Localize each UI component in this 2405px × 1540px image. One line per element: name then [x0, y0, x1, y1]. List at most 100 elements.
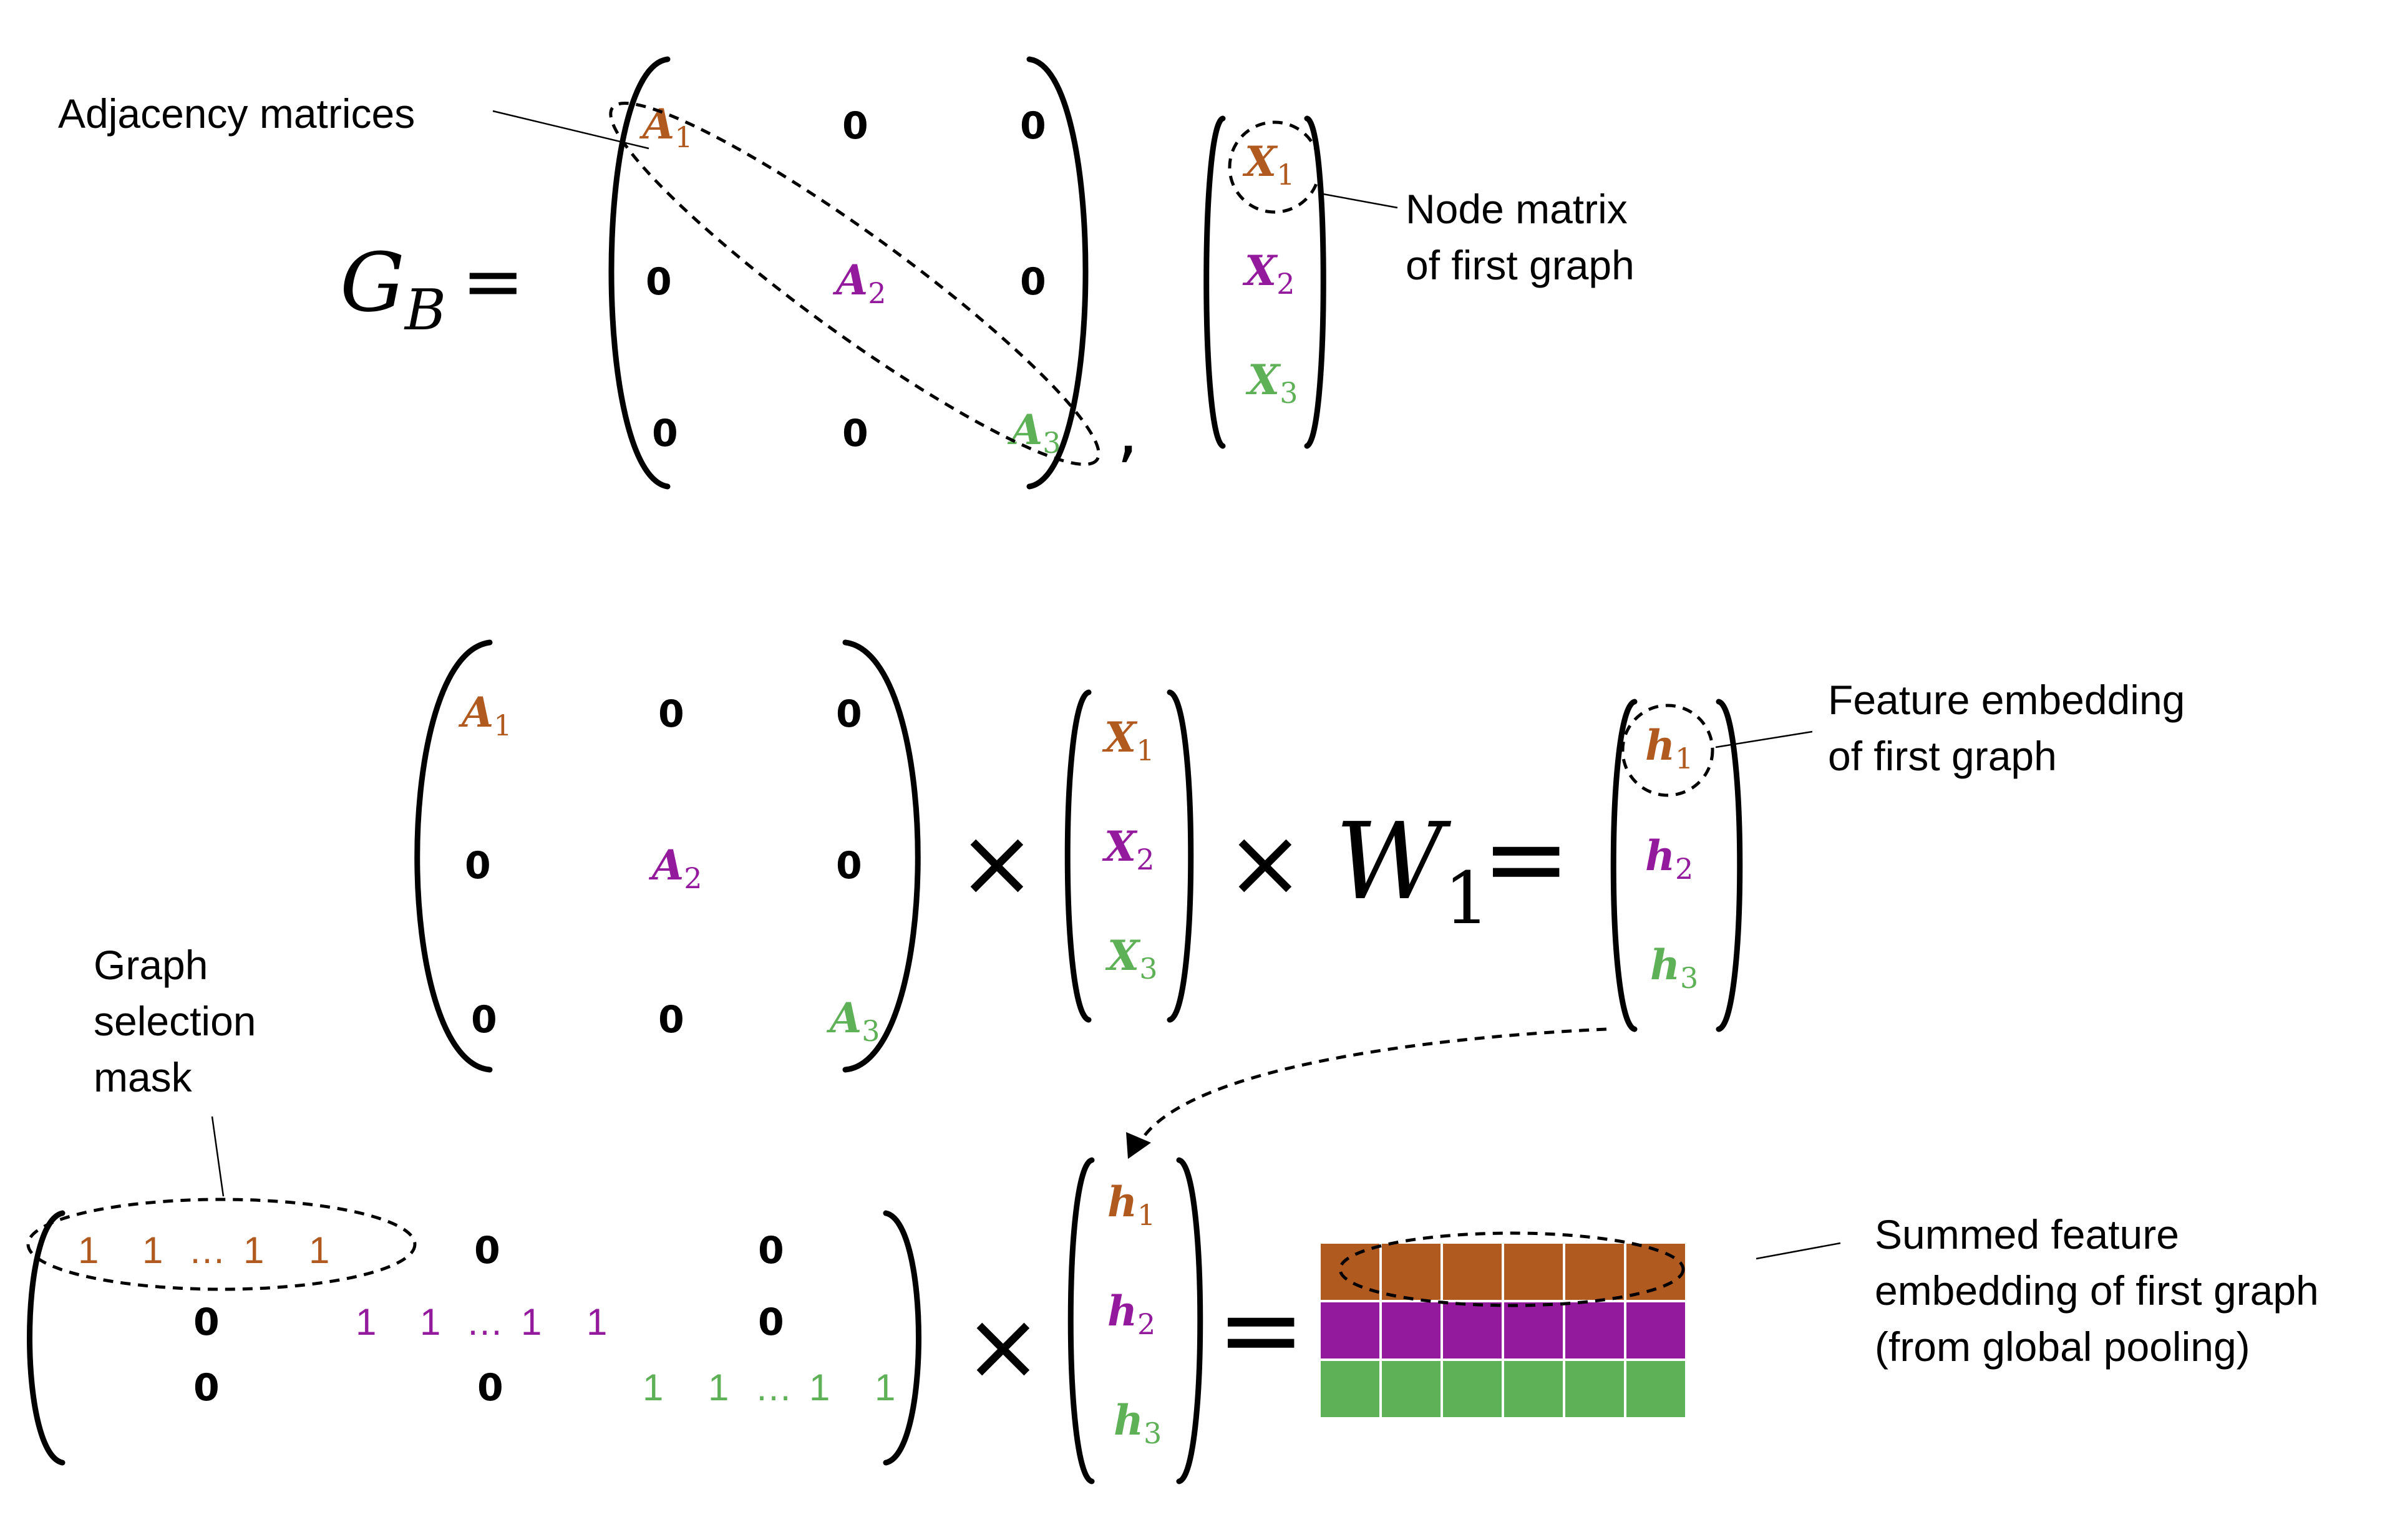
zero-entry: 0 — [658, 998, 684, 1042]
right-bracket — [1716, 699, 1743, 1032]
zero-entry: 0 — [658, 692, 684, 736]
selection-mask-leader-line — [211, 1116, 225, 1197]
selection-mask-label-line2: selection — [94, 998, 256, 1044]
selection-mask-label-line3: mask — [94, 1054, 193, 1100]
a1-entry: A1 — [639, 100, 693, 154]
summed-embedding-leader-line — [1756, 1242, 1841, 1260]
a2-entry: A2 — [832, 256, 887, 310]
mask-entry: 1 — [142, 1229, 163, 1271]
mask-entry: 1 — [586, 1301, 607, 1343]
zero-entry: 0 — [842, 412, 868, 455]
feature-embedding-leader-line — [1715, 730, 1813, 748]
block-adjacency-matrix: A1 0 0 0 A2 0 0 0 A3 — [608, 56, 1100, 490]
right-bracket — [883, 1210, 921, 1466]
summed-embedding-label-line2: embedding of first graph — [1875, 1267, 2319, 1314]
comma: , — [1117, 390, 1139, 470]
mask-entry: … — [755, 1367, 792, 1408]
left-bracket — [1064, 689, 1092, 1023]
zero-entry: 0 — [836, 844, 862, 888]
x3-entry: X3 — [1245, 356, 1298, 410]
diagonal-highlight-ellipse — [609, 102, 1100, 466]
mask-entry: 1 — [875, 1367, 895, 1408]
pooled-embedding-cell — [1502, 1241, 1565, 1302]
pooled-embedding-cell — [1318, 1358, 1382, 1420]
pooled-embedding-cell — [1563, 1241, 1626, 1302]
pooled-embedding-cell — [1379, 1300, 1443, 1361]
h1-entry: h1 — [1107, 1178, 1155, 1232]
mask-entry: 1 — [243, 1229, 264, 1271]
a2-entry: A2 — [648, 841, 702, 895]
right-bracket — [1176, 1157, 1203, 1484]
pooled-embedding-cell — [1379, 1358, 1443, 1420]
h1-entry: h1 — [1645, 721, 1693, 775]
x1-entry: X1 — [1102, 713, 1155, 767]
zero-entry: 0 — [758, 1300, 784, 1344]
pooled-embedding-cell — [1502, 1300, 1565, 1361]
multiply-sign: × — [964, 1292, 1042, 1401]
node-matrix-leader-line — [1319, 192, 1398, 209]
mask-entry: … — [188, 1229, 226, 1271]
node-feature-vector: X1 X2 X3 — [1064, 689, 1194, 1023]
x2-entry: X2 — [1102, 822, 1155, 876]
global-pooling-equation: 1 1 … 1 1 0 0 0 1 1 … 1 1 0 0 0 1 1 … — [26, 942, 2319, 1484]
left-bracket — [608, 56, 671, 490]
mask-entry: 1 — [643, 1367, 663, 1408]
arrow-head — [1126, 1132, 1151, 1159]
mask-row-third-graph: 1 1 … 1 1 — [643, 1367, 895, 1408]
summed-embedding-label-line1: Summed feature — [1875, 1211, 2179, 1257]
mask-entry: 1 — [708, 1367, 729, 1408]
h3-entry: h3 — [1114, 1396, 1162, 1450]
pooled-embedding-cell — [1563, 1358, 1626, 1420]
zero-entry: 0 — [471, 998, 497, 1042]
feature-embedding-label-line1: Feature embedding — [1828, 677, 2185, 723]
pooled-embedding-cell — [1624, 1358, 1688, 1420]
mask-entry: 1 — [78, 1229, 99, 1271]
right-bracket — [1167, 689, 1194, 1023]
feature-embedding-vector: h1 h2 h3 — [1610, 699, 1743, 1032]
pooled-embedding-cell — [1318, 1300, 1382, 1361]
multiply-sign: × — [958, 809, 1036, 918]
h2-entry: h2 — [1645, 831, 1693, 886]
zero-entry: 0 — [652, 412, 678, 455]
mask-entry: 1 — [356, 1301, 376, 1343]
zero-entry: 0 — [474, 1229, 500, 1272]
zero-entry: 0 — [193, 1300, 220, 1344]
block-adjacency-matrix: A1 0 0 0 A2 0 0 0 A3 — [414, 639, 921, 1073]
pooled-embedding-grid — [1318, 1241, 1688, 1420]
x1-entry: X1 — [1242, 137, 1295, 191]
left-bracket — [1203, 115, 1226, 449]
pooled-embedding-cell — [1563, 1300, 1626, 1361]
batched-graph-equation: GB = A1 0 0 0 A2 0 0 0 A3 , X1 X2 X3 — [58, 56, 1635, 490]
weight-matrix-w1: W1 — [1335, 800, 1490, 941]
first-graph-pooled-highlight — [1338, 1231, 1685, 1307]
h3-entry: h3 — [1650, 941, 1698, 995]
mask-entry: 1 — [521, 1301, 542, 1343]
zero-entry: 0 — [193, 1366, 220, 1410]
right-bracket — [1304, 115, 1326, 449]
zero-entry: 0 — [842, 104, 868, 148]
selection-mask-label-line1: Graph — [94, 942, 208, 988]
multiply-sign: × — [1226, 809, 1305, 918]
first-node-matrix-highlight — [1228, 120, 1321, 214]
equals-sign: = — [1482, 797, 1570, 921]
gb-equals-sign: = — [462, 238, 525, 325]
pooled-embedding-cell — [1624, 1241, 1688, 1302]
first-graph-mask-highlight — [26, 1198, 417, 1291]
pooled-embedding-cell — [1441, 1300, 1504, 1361]
mask-entry: … — [466, 1301, 503, 1343]
feature-embedding-vector: h1 h2 h3 — [1067, 1157, 1203, 1484]
summed-embedding-label-line3: (from global pooling) — [1875, 1324, 2250, 1370]
dashed-flow-arrow — [1144, 1027, 1607, 1136]
x3-entry: X3 — [1105, 931, 1158, 986]
mask-row-second-graph: 1 1 … 1 1 — [356, 1301, 607, 1343]
equals-sign: = — [1217, 1268, 1305, 1392]
pooled-embedding-cell — [1624, 1300, 1688, 1361]
zero-entry: 0 — [758, 1229, 784, 1272]
pooled-embedding-cell — [1441, 1241, 1504, 1302]
pooled-embedding-cell — [1318, 1241, 1382, 1302]
pooled-embedding-cell — [1379, 1241, 1443, 1302]
adjacency-matrices-label: Adjacency matrices — [58, 90, 415, 137]
a3-entry: A3 — [826, 994, 880, 1048]
zero-entry: 0 — [1020, 260, 1046, 304]
node-matrix-label-line1: Node matrix — [1406, 186, 1628, 232]
